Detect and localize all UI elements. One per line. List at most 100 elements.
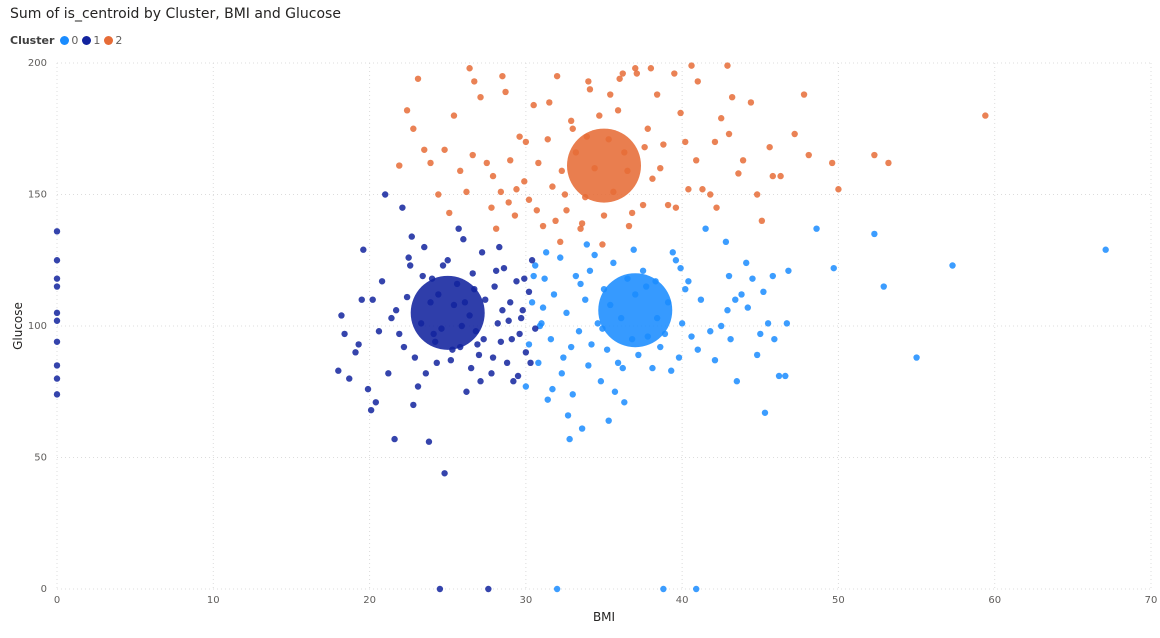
data-point-cluster-0[interactable] [536, 322, 544, 330]
data-point-cluster-1[interactable] [474, 341, 481, 348]
data-point-cluster-1[interactable] [528, 257, 536, 264]
data-point-cluster-0[interactable] [675, 354, 683, 361]
data-point-cluster-1[interactable] [467, 364, 475, 372]
data-point-cluster-2[interactable] [711, 138, 719, 146]
data-point-cluster-0[interactable] [549, 385, 556, 393]
data-point-cluster-1[interactable] [355, 341, 362, 348]
data-point-cluster-1[interactable] [439, 262, 447, 269]
data-point-cluster-2[interactable] [410, 125, 417, 132]
data-point-cluster-1[interactable] [455, 225, 462, 232]
data-point-cluster-2[interactable] [777, 172, 784, 180]
data-point-cluster-0[interactable] [578, 425, 586, 432]
data-point-cluster-0[interactable] [668, 367, 675, 374]
data-point-cluster-0[interactable] [550, 291, 558, 298]
data-point-cluster-2[interactable] [805, 151, 812, 159]
data-point-cluster-0[interactable] [724, 307, 731, 314]
data-point-cluster-2[interactable] [441, 146, 448, 153]
data-point-cluster-2[interactable] [707, 191, 714, 198]
data-point-cluster-1[interactable] [485, 585, 492, 593]
data-point-cluster-2[interactable] [724, 62, 731, 69]
data-point-cluster-1[interactable] [488, 370, 495, 377]
data-point-cluster-1[interactable] [496, 243, 503, 251]
data-point-cluster-2[interactable] [685, 186, 692, 193]
data-point-cluster-1[interactable] [346, 375, 353, 382]
data-point-cluster-0[interactable] [761, 409, 769, 416]
data-point-cluster-0[interactable] [764, 320, 772, 327]
data-point-cluster-1[interactable] [514, 372, 522, 380]
data-point-cluster-2[interactable] [488, 204, 495, 211]
data-point-cluster-1[interactable] [358, 296, 365, 303]
data-point-cluster-0[interactable] [649, 364, 656, 372]
data-point-cluster-2[interactable] [497, 188, 505, 196]
data-point-cluster-1[interactable] [499, 307, 506, 314]
data-point-cluster-2[interactable] [758, 217, 766, 224]
data-point-cluster-0[interactable] [871, 230, 878, 238]
data-point-cluster-0[interactable] [603, 346, 611, 353]
data-point-cluster-2[interactable] [619, 70, 626, 77]
data-point-cluster-0[interactable] [707, 328, 714, 335]
data-point-cluster-1[interactable] [399, 204, 406, 211]
data-point-cluster-0[interactable] [743, 259, 750, 267]
data-point-cluster-0[interactable] [558, 370, 566, 377]
data-point-cluster-2[interactable] [549, 183, 556, 190]
data-point-cluster-2[interactable] [664, 201, 672, 209]
data-point-cluster-0[interactable] [535, 359, 542, 367]
data-point-cluster-0[interactable] [669, 249, 676, 256]
data-point-cluster-1[interactable] [392, 307, 400, 314]
data-point-cluster-2[interactable] [835, 186, 842, 193]
data-point-cluster-2[interactable] [647, 65, 655, 72]
data-point-cluster-2[interactable] [567, 117, 575, 125]
data-point-cluster-1[interactable] [372, 399, 380, 406]
data-point-cluster-2[interactable] [569, 125, 576, 132]
centroids[interactable] [410, 128, 673, 350]
data-point-cluster-0[interactable] [732, 296, 739, 303]
data-point-cluster-2[interactable] [625, 222, 633, 230]
data-point-cluster-2[interactable] [828, 159, 836, 167]
data-point-cluster-0[interactable] [775, 372, 783, 380]
data-point-cluster-2[interactable] [450, 112, 458, 119]
data-point-cluster-1[interactable] [364, 385, 372, 393]
data-point-cluster-1[interactable] [517, 314, 525, 322]
data-point-cluster-0[interactable] [678, 320, 686, 327]
data-point-cluster-2[interactable] [557, 238, 564, 246]
data-point-cluster-0[interactable] [557, 254, 564, 261]
data-point-cluster-0[interactable] [757, 330, 764, 338]
data-point-cluster-1[interactable] [338, 312, 345, 319]
data-point-cluster-2[interactable] [657, 165, 664, 172]
data-point-cluster-1[interactable] [53, 309, 61, 317]
data-point-cluster-1[interactable] [414, 383, 422, 390]
data-point-cluster-2[interactable] [577, 225, 584, 232]
data-point-cluster-2[interactable] [505, 199, 512, 206]
data-point-cluster-2[interactable] [466, 65, 473, 72]
data-point-cluster-1[interactable] [360, 246, 367, 253]
data-point-cluster-1[interactable] [500, 264, 508, 272]
data-point-cluster-2[interactable] [688, 62, 695, 69]
data-point-cluster-0[interactable] [782, 372, 789, 380]
data-point-cluster-1[interactable] [407, 262, 414, 269]
data-point-cluster-1[interactable] [513, 278, 520, 285]
data-point-cluster-1[interactable] [378, 278, 386, 285]
data-point-cluster-2[interactable] [469, 151, 476, 159]
data-point-cluster-0[interactable] [813, 225, 820, 232]
data-point-cluster-1[interactable] [475, 351, 483, 359]
data-point-cluster-0[interactable] [677, 264, 684, 272]
data-point-cluster-2[interactable] [427, 159, 434, 167]
legend-item-1[interactable]: 1 [82, 34, 100, 47]
data-point-cluster-2[interactable] [885, 159, 892, 167]
data-point-cluster-2[interactable] [725, 130, 733, 138]
data-point-cluster-1[interactable] [405, 254, 412, 261]
data-point-cluster-1[interactable] [491, 283, 498, 290]
data-point-cluster-0[interactable] [591, 251, 598, 259]
data-point-cluster-0[interactable] [566, 435, 573, 443]
data-point-cluster-1[interactable] [510, 378, 517, 385]
data-point-cluster-0[interactable] [949, 262, 956, 269]
data-point-cluster-2[interactable] [403, 107, 411, 114]
data-point-cluster-2[interactable] [682, 138, 689, 146]
data-point-cluster-1[interactable] [422, 370, 430, 377]
data-point-cluster-2[interactable] [513, 186, 520, 193]
data-point-cluster-0[interactable] [610, 259, 617, 267]
data-point-cluster-1[interactable] [410, 401, 417, 409]
data-point-cluster-0[interactable] [693, 585, 700, 593]
data-point-cluster-1[interactable] [369, 296, 376, 303]
data-point-cluster-1[interactable] [53, 317, 61, 324]
